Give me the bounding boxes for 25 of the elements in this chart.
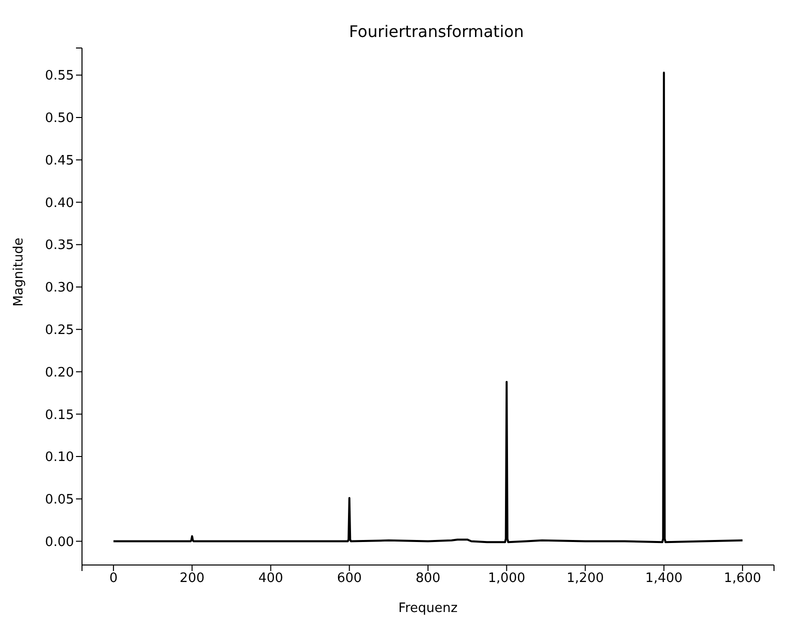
line-series xyxy=(112,72,744,544)
y-tick-label: 0.45 xyxy=(45,153,74,168)
x-tick-label: 1,200 xyxy=(566,571,604,586)
y-tick-label: 0.35 xyxy=(45,238,74,254)
y-tick-label: 0.00 xyxy=(45,534,74,550)
y-axis-title: Magnitude xyxy=(12,238,27,306)
x-axis-title: Frequenz xyxy=(398,601,458,616)
y-tick-label: 0.15 xyxy=(45,408,74,423)
y-tick-label: 0.25 xyxy=(45,323,74,338)
x-tick-label: 1,400 xyxy=(645,571,683,586)
y-tick-label: 0.20 xyxy=(45,365,74,380)
x-tick-label: 0 xyxy=(109,571,118,586)
x-tick-label: 400 xyxy=(258,571,284,586)
y-tick-label: 0.50 xyxy=(45,111,74,126)
y-tick-label: 0.55 xyxy=(45,68,74,84)
x-tick-label: 800 xyxy=(416,571,440,586)
y-tick-label: 0.10 xyxy=(45,450,74,466)
x-tick-label: 600 xyxy=(336,571,362,586)
y-tick-label: 0.05 xyxy=(45,492,74,508)
y-tick-label: 0.30 xyxy=(45,280,74,296)
chart-title: Fouriertransformation xyxy=(348,22,525,41)
x-tick-label: 1,600 xyxy=(724,571,762,586)
x-tick-label: 1,000 xyxy=(488,571,526,586)
x-tick-label: 200 xyxy=(180,571,205,586)
y-tick-label: 0.40 xyxy=(45,196,74,211)
